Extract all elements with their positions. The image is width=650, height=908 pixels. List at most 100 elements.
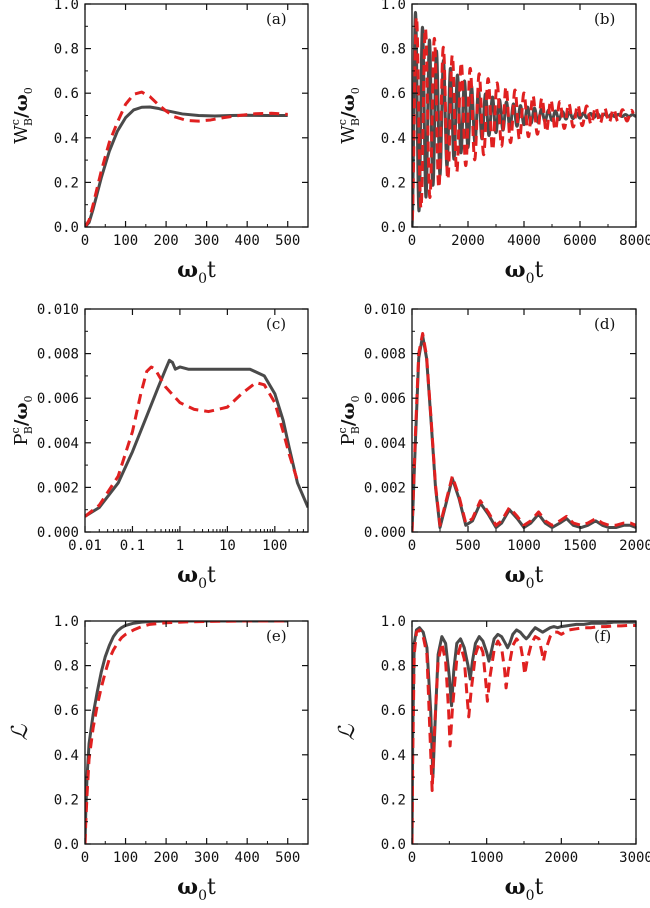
panel-b: 0 2000 4000 6000 8000 0.0 0.2 0.4 0.6 0.8 1.0 (b) ω0… (336, 0, 650, 287)
x-tick-label: 0 (408, 233, 416, 249)
panel-tag: (e) (266, 627, 287, 645)
x-axis-title: ω0t (505, 874, 544, 904)
y-axis-title: ℒ (335, 723, 360, 740)
series-line-solid (85, 105, 288, 227)
y-tick-label: 0.0 (381, 837, 406, 853)
y-tick-label: 1.0 (381, 614, 406, 630)
y-tick-label: 0.8 (54, 659, 79, 675)
y-tick-label: 0.004 (37, 436, 79, 452)
y-tick-label: 0.8 (381, 42, 406, 58)
x-tick-label: 0 (81, 850, 89, 866)
series-line-dashed (85, 365, 299, 518)
y-tick-label: 0.4 (54, 748, 79, 764)
x-tick-label: 400 (235, 233, 260, 249)
x-tick-label: 1 (176, 538, 184, 554)
y-tick-label: 0.4 (54, 131, 79, 147)
x-tick-label: 0 (408, 850, 416, 866)
series-line-dashed (412, 332, 636, 532)
y-tick-label: 0.0 (54, 220, 79, 236)
y-tick-label: 0.002 (364, 480, 406, 496)
x-axis: 0 1000 2000 3000 (408, 621, 650, 866)
y-tick-label: 0.4 (381, 131, 406, 147)
series-group (85, 358, 308, 518)
panel-tag: (f) (594, 627, 611, 645)
x-axis-title: ω0t (505, 562, 544, 592)
x-tick-label: 300 (194, 233, 219, 249)
y-tick-label: 0.6 (54, 703, 79, 719)
y-tick-label: 0.008 (364, 347, 406, 363)
series-line-dashed (412, 623, 636, 844)
x-tick-label: 0.1 (120, 538, 145, 554)
y-tick-label: 0.002 (37, 480, 79, 496)
x-tick-label: 1000 (470, 850, 504, 866)
plot-frame (84, 308, 309, 533)
x-tick-label: 6000 (563, 233, 597, 249)
x-axis-title: ω0t (177, 874, 216, 904)
y-tick-label: 0.2 (381, 175, 406, 191)
y-tick-label: 0.6 (381, 86, 406, 102)
x-tick-label: 0.01 (68, 538, 102, 554)
x-tick-label: 200 (153, 233, 178, 249)
y-tick-label: 1.0 (54, 614, 79, 630)
x-tick-label: 8000 (619, 233, 650, 249)
series-line-solid (85, 621, 288, 844)
series-group (412, 10, 636, 227)
panel-d: 0 500 1000 1500 20000.0000.0020.0040.0060.00… (336, 302, 650, 592)
y-tick-label: 0.4 (381, 748, 406, 764)
x-tick-label: 1500 (563, 538, 597, 554)
x-tick-label: 200 (153, 850, 178, 866)
y-tick-label: 1.0 (381, 0, 406, 13)
panel-f: 0 1000 2000 3000 0.0 0.2 0.4 0.6 0.8 1.0 (f) ω0t ℒ (335, 614, 650, 904)
panel-e: 0 100 200 300 400 500 0.0 0.2 0.4 0.6 0.8 1.0 (e) ω0t… (8, 614, 309, 904)
x-axis-title: ω0t (177, 257, 216, 287)
x-tick-label: 500 (275, 233, 300, 249)
x-tick-label: 100 (262, 538, 287, 554)
x-tick-label: 2000 (544, 850, 578, 866)
y-tick-label: 0.2 (54, 792, 79, 808)
y-axis-title: PcB/ω0 (336, 395, 362, 445)
x-tick-label: 100 (113, 233, 138, 249)
y-axis: 0.0 0.2 0.4 0.6 0.8 1.0 (381, 614, 636, 853)
panel-tag: (d) (594, 315, 615, 333)
series-line-solid (85, 358, 308, 518)
x-tick-label: 2000 (451, 233, 485, 249)
x-axis: 0 100 200 300 400 500 (81, 4, 300, 249)
y-axis: 0.0 0.2 0.4 0.6 0.8 1.0 (54, 614, 308, 853)
y-axis-title: ℒ (8, 723, 33, 740)
y-tick-label: 0.8 (381, 659, 406, 675)
y-tick-label: 0.008 (37, 347, 79, 363)
x-axis: 0 100 200 300 400 500 (81, 621, 300, 866)
x-tick-label: 300 (194, 850, 219, 866)
x-axis: 0.01 0.1 1 10 100 (68, 309, 304, 554)
y-tick-label: 0.010 (37, 302, 79, 318)
x-tick-label: 4000 (507, 233, 541, 249)
panel-c: 0.01 0.1 1 10 1000.0000.0020.0040.0060.0080.… (9, 302, 309, 592)
series-group (412, 332, 636, 532)
y-axis: 0.0 0.2 0.4 0.6 0.8 1.0 (54, 0, 308, 236)
y-axis-title: WcB/ω0 (336, 87, 362, 144)
series-group (85, 90, 288, 227)
y-tick-label: 1.0 (54, 0, 79, 13)
plot-frame (84, 620, 309, 845)
series-line-dashed (85, 90, 288, 227)
x-tick-label: 500 (455, 538, 480, 554)
y-axis: 0.000 0.002 0.004 0.006 0.008 0.010 (37, 302, 308, 541)
y-tick-label: 0.006 (37, 391, 79, 407)
series-line-solid (412, 334, 636, 532)
series-group (85, 621, 288, 844)
x-tick-label: 400 (235, 850, 260, 866)
x-axis: 0 2000 4000 6000 8000 (408, 4, 650, 249)
y-axis-title: WcB/ω0 (9, 87, 35, 144)
y-tick-label: 0.6 (381, 703, 406, 719)
x-tick-label: 1000 (507, 538, 541, 554)
y-tick-label: 0.0 (381, 220, 406, 236)
x-tick-label: 100 (113, 850, 138, 866)
x-tick-label: 500 (275, 850, 300, 866)
y-tick-label: 0.8 (54, 42, 79, 58)
y-tick-label: 0.2 (381, 792, 406, 808)
panel-tag: (c) (266, 315, 286, 333)
x-axis: 0 500 1000 1500 2000 (408, 309, 650, 554)
y-tick-label: 0.000 (37, 525, 79, 541)
x-tick-label: 0 (81, 233, 89, 249)
